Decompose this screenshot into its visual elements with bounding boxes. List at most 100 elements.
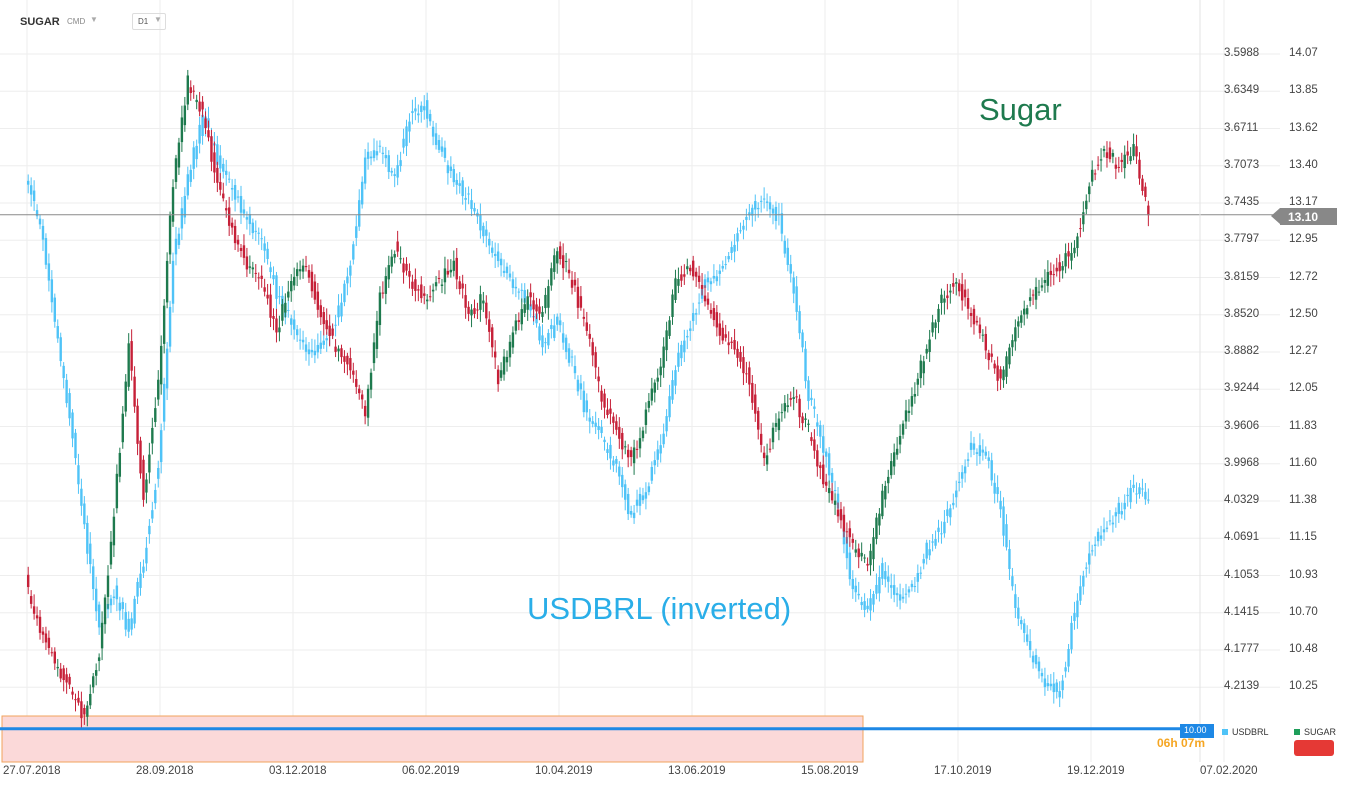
candle-body — [1147, 499, 1150, 501]
candle-body — [1144, 491, 1147, 500]
candle-body — [340, 348, 343, 358]
candle-body — [485, 229, 488, 236]
candle-body — [233, 225, 237, 244]
candle-body — [106, 575, 110, 597]
candle-body — [813, 439, 816, 451]
candle-body — [1088, 553, 1091, 565]
candle-body — [1034, 655, 1038, 665]
sell-indicator[interactable] — [1294, 740, 1334, 756]
candle-body — [192, 90, 195, 92]
candle-body — [269, 294, 272, 318]
candle-body — [121, 413, 124, 443]
candle-body — [683, 274, 686, 277]
candle-body — [360, 181, 364, 205]
chevron-down-icon[interactable]: ▼ — [90, 15, 98, 24]
candle-body — [92, 676, 95, 688]
candle-body — [774, 422, 778, 427]
candle-body — [890, 585, 893, 588]
candle-body — [940, 533, 943, 535]
candle-body — [59, 337, 62, 362]
candle-body — [180, 208, 184, 229]
candle-body — [230, 188, 234, 190]
horizontal-level-tag[interactable]: 10.00 — [1180, 724, 1214, 738]
candle-body — [626, 449, 630, 458]
candle-body — [996, 487, 999, 495]
symbol-name[interactable]: SUGAR — [20, 16, 60, 28]
candle-body — [1073, 613, 1076, 621]
candle-body — [556, 316, 559, 325]
right-tick-label: 12.27 — [1289, 345, 1318, 357]
candle-body — [369, 372, 373, 390]
candle-body — [157, 467, 160, 479]
candle-body — [1102, 529, 1106, 533]
candle-body — [458, 281, 461, 289]
exchange-label[interactable]: CMD — [67, 17, 86, 26]
candle-body — [157, 379, 160, 400]
right-tick-label: 13.85 — [1289, 84, 1318, 97]
left-tick-label: 3.9606 — [1224, 419, 1260, 432]
candle-body — [145, 479, 148, 493]
candle-body — [233, 185, 237, 200]
candle-countdown: 06h 07m — [1157, 736, 1206, 750]
chevron-down-icon[interactable]: ▼ — [154, 15, 162, 24]
candle-body — [594, 352, 597, 368]
usdbrl-series — [27, 92, 1150, 708]
candle-body — [139, 440, 142, 474]
candle-body — [579, 296, 583, 308]
candle-body — [65, 379, 68, 404]
candle-body — [943, 521, 946, 534]
candle-body — [1138, 159, 1141, 179]
timeframe-select[interactable]: D1 — [132, 13, 166, 30]
candle-body — [1141, 488, 1144, 490]
candle-body — [222, 163, 225, 172]
candle-body — [1117, 502, 1120, 514]
right-tick-label: 13.17 — [1289, 196, 1318, 208]
candle-body — [136, 405, 139, 444]
candle-body — [496, 369, 500, 385]
candle-body — [993, 482, 996, 494]
candle-body — [1011, 340, 1014, 348]
candle-body — [470, 200, 473, 209]
candle-body — [417, 113, 420, 116]
candle-body — [573, 279, 577, 286]
candle-body — [437, 140, 441, 150]
candle-body — [1120, 511, 1123, 515]
candle-body — [603, 439, 606, 443]
candle-body — [112, 516, 116, 546]
candle-body — [564, 261, 568, 263]
candle-body — [689, 267, 692, 272]
candle-body — [963, 289, 967, 298]
candle-body — [709, 309, 713, 314]
candle-body — [960, 284, 964, 301]
candle-body — [795, 286, 798, 312]
legend-usdbrl[interactable]: USDBRL — [1222, 727, 1269, 737]
candle-body — [488, 238, 491, 246]
candle-body — [532, 300, 535, 310]
candle-body — [1147, 205, 1150, 216]
legend-usdbrl-label: USDBRL — [1232, 727, 1269, 737]
candle-body — [641, 495, 645, 501]
candle-body — [408, 270, 411, 277]
candle-body — [1040, 672, 1044, 677]
candle-body — [455, 179, 458, 185]
candle-body — [29, 185, 33, 195]
candle-body — [721, 266, 724, 269]
candle-body — [615, 459, 618, 464]
candle-body — [1008, 347, 1011, 365]
candle-body — [638, 438, 642, 449]
candle-body — [112, 596, 116, 599]
candle-body — [857, 593, 860, 596]
candle-body — [585, 400, 588, 413]
candle-body — [443, 147, 447, 158]
candle-body — [845, 537, 849, 559]
candle-body — [570, 356, 574, 358]
legend-sugar[interactable]: SUGAR — [1294, 727, 1336, 737]
candle-body — [709, 281, 713, 285]
candle-body — [567, 269, 571, 274]
candle-body — [520, 309, 523, 325]
candle-body — [860, 601, 863, 606]
candle-body — [733, 340, 736, 350]
candle-body — [934, 322, 937, 328]
candle-body — [1091, 169, 1094, 182]
